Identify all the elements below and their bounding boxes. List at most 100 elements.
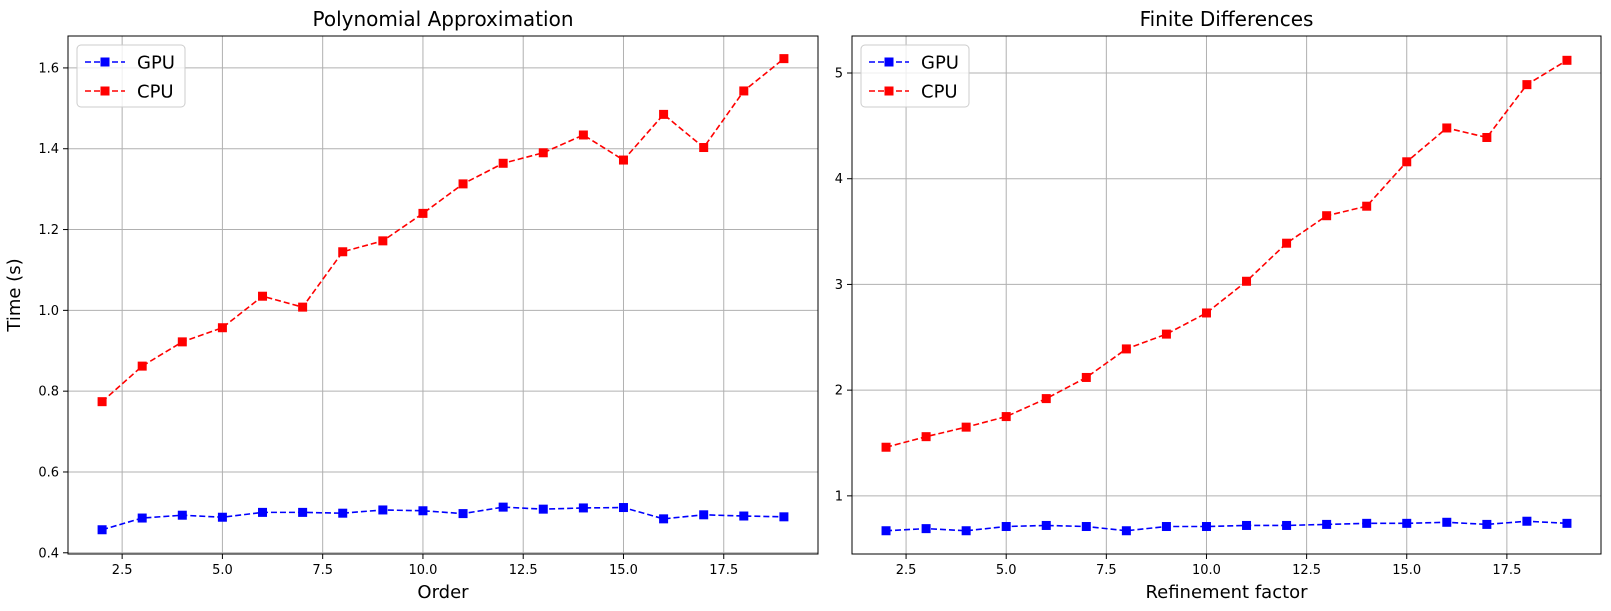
y-tick-label: 3 (835, 278, 843, 293)
data-point-cpu (1482, 132, 1492, 142)
data-point-cpu (1001, 412, 1011, 422)
data-point-gpu (659, 514, 669, 524)
data-point-gpu (1562, 518, 1572, 528)
data-point-gpu (378, 505, 388, 515)
legend-label: GPU (137, 53, 175, 74)
data-point-gpu (881, 526, 891, 536)
data-point-cpu (498, 158, 508, 168)
data-point-gpu (418, 506, 428, 516)
y-tick-label: 1.0 (38, 304, 59, 319)
data-point-gpu (298, 507, 308, 517)
x-tick-label: 12.5 (1292, 563, 1321, 578)
x-axis-ticks: 2.5 5.0 7.5 10.0 12.5 15.0 17.5 (896, 554, 1521, 578)
legend: GPU CPU (860, 44, 970, 108)
data-point-cpu (961, 422, 971, 432)
y-tick-label: 1.6 (38, 61, 59, 76)
legend-marker (100, 57, 110, 67)
x-tick-label: 12.5 (509, 563, 538, 578)
data-point-gpu (779, 512, 789, 522)
series-layer (881, 55, 1572, 536)
data-point-cpu (217, 323, 227, 333)
y-axis-ticks: 0.4 0.6 0.8 1.0 1.2 1.4 1.6 (38, 61, 68, 561)
data-point-cpu (1362, 201, 1372, 211)
y-tick-label: 2 (835, 384, 843, 399)
data-point-cpu (538, 148, 548, 158)
series-gpu (881, 516, 1572, 536)
data-point-gpu (258, 507, 268, 517)
y-tick-label: 5 (835, 67, 843, 82)
data-point-cpu (418, 208, 428, 218)
data-point-cpu (699, 143, 709, 153)
x-tick-label: 17.5 (1492, 563, 1521, 578)
series-line-gpu (886, 520, 1567, 532)
data-point-cpu (338, 247, 348, 257)
data-point-gpu (1402, 518, 1412, 528)
legend-label: CPU (921, 82, 958, 103)
legend-marker (884, 57, 894, 67)
x-axis-ticks: 2.5 5.0 7.5 10.0 12.5 15.0 17.5 (112, 554, 738, 578)
data-point-cpu (258, 291, 268, 301)
data-point-gpu (1242, 520, 1252, 530)
y-tick-label: 0.4 (38, 546, 59, 561)
series-line-gpu (101, 506, 784, 531)
y-tick-label: 1.4 (38, 142, 59, 157)
data-point-cpu (1442, 123, 1452, 133)
legend-entry-cpu: CPU (85, 82, 174, 103)
data-point-cpu (1562, 55, 1572, 65)
data-point-cpu (1081, 372, 1091, 382)
data-point-gpu (1362, 518, 1372, 528)
data-point-gpu (1322, 519, 1332, 529)
legend: GPU CPU (76, 44, 186, 108)
legend-entries: GPU CPU (869, 53, 959, 103)
data-point-cpu (1242, 276, 1252, 286)
y-tick-label: 4 (835, 172, 843, 187)
x-tick-label: 5.0 (212, 563, 233, 578)
data-point-gpu (618, 503, 628, 513)
data-point-cpu (921, 432, 931, 442)
x-tick-label: 5.0 (996, 563, 1017, 578)
data-point-cpu (137, 361, 147, 371)
legend-entry-gpu: GPU (85, 53, 175, 74)
data-point-cpu (1402, 157, 1412, 167)
chart-polynomial-approximation: 2.5 5.0 7.5 10.0 12.5 15.0 17.5 0.4 0.6 0.8 1.0 1.… (4, 7, 819, 603)
data-point-gpu (699, 510, 709, 520)
data-point-gpu (1121, 526, 1131, 536)
grid-lines (68, 36, 818, 554)
x-axis-label: Order (417, 582, 469, 603)
chart-title: Polynomial Approximation (312, 7, 573, 31)
series-cpu (97, 54, 789, 407)
data-point-cpu (458, 179, 468, 189)
x-tick-label: 10.0 (408, 563, 437, 578)
x-tick-label: 2.5 (112, 563, 133, 578)
data-point-cpu (177, 337, 187, 347)
grid-lines (852, 36, 1601, 554)
data-point-gpu (458, 509, 468, 519)
x-tick-label: 10.0 (1192, 563, 1221, 578)
x-axis-label: Refinement factor (1145, 582, 1308, 603)
axes-frame (851, 35, 1602, 555)
data-point-cpu (578, 130, 588, 140)
legend-entries: GPU CPU (85, 53, 175, 103)
data-point-gpu (1201, 522, 1211, 532)
y-axis-ticks: 1 2 3 4 5 (835, 67, 852, 504)
data-point-gpu (578, 503, 588, 513)
legend-label: CPU (137, 82, 174, 103)
data-point-cpu (881, 442, 891, 452)
data-point-gpu (1482, 519, 1492, 529)
data-point-cpu (1121, 344, 1131, 354)
data-point-cpu (659, 109, 669, 119)
data-point-cpu (1161, 329, 1171, 339)
chart-title: Finite Differences (1140, 7, 1314, 31)
data-point-cpu (298, 302, 308, 312)
data-point-gpu (498, 502, 508, 512)
data-point-cpu (378, 236, 388, 246)
data-point-gpu (1001, 522, 1011, 532)
series-layer (97, 54, 789, 535)
data-point-cpu (1322, 211, 1332, 221)
chart-finite-differences: 2.5 5.0 7.5 10.0 12.5 15.0 17.5 1 2 3 4 5 Finite D… (835, 7, 1602, 603)
data-point-cpu (1201, 308, 1211, 318)
legend-label: GPU (921, 53, 959, 74)
data-point-gpu (1041, 520, 1051, 530)
data-point-cpu (1041, 394, 1051, 404)
x-tick-label: 15.0 (1392, 563, 1421, 578)
